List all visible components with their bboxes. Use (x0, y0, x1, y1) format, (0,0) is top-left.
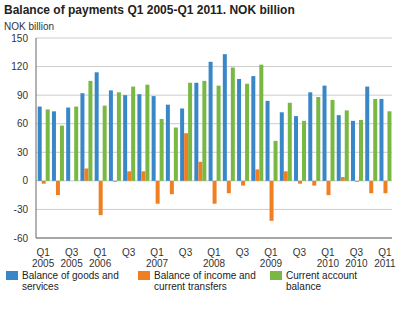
svg-text:120: 120 (11, 61, 28, 72)
svg-text:Q12009: Q12009 (260, 247, 283, 268)
svg-text:Q12010: Q12010 (317, 247, 340, 268)
svg-text:Q3: Q3 (293, 247, 307, 258)
svg-text:Q3: Q3 (179, 247, 193, 258)
html-text:Balance of goods and services: Balance of goods and services (22, 270, 119, 292)
svg-text:Q12006: Q12006 (89, 247, 112, 268)
html-text:NOK billion: NOK billion (4, 21, 54, 32)
svg-text:150: 150 (11, 33, 28, 44)
svg-text:Q32010: Q32010 (345, 247, 368, 268)
svg-text:-30: -30 (14, 204, 29, 215)
svg-text:Q12005: Q12005 (32, 247, 55, 268)
html-text:Balance of payments Q1 2005-Q1: Balance of payments Q1 2005-Q1 2011. NOK… (4, 3, 295, 17)
svg-text:Q12011: Q12011 (374, 247, 392, 268)
svg-text:30: 30 (17, 147, 29, 158)
svg-text:90: 90 (17, 90, 29, 101)
svg-text:Q12007: Q12007 (146, 247, 169, 268)
svg-text:-60: -60 (14, 233, 29, 244)
svg-text:Q12008: Q12008 (203, 247, 226, 268)
svg-text:Q3: Q3 (236, 247, 250, 258)
svg-text:Q32005: Q32005 (60, 247, 83, 268)
svg-text:60: 60 (17, 118, 29, 129)
html-text:Balance of income and current: Balance of income and current transfers (154, 270, 256, 292)
html-text:Current account balance: Current account balance (286, 270, 358, 292)
svg-text:0: 0 (22, 175, 28, 186)
svg-text:Q3: Q3 (122, 247, 136, 258)
